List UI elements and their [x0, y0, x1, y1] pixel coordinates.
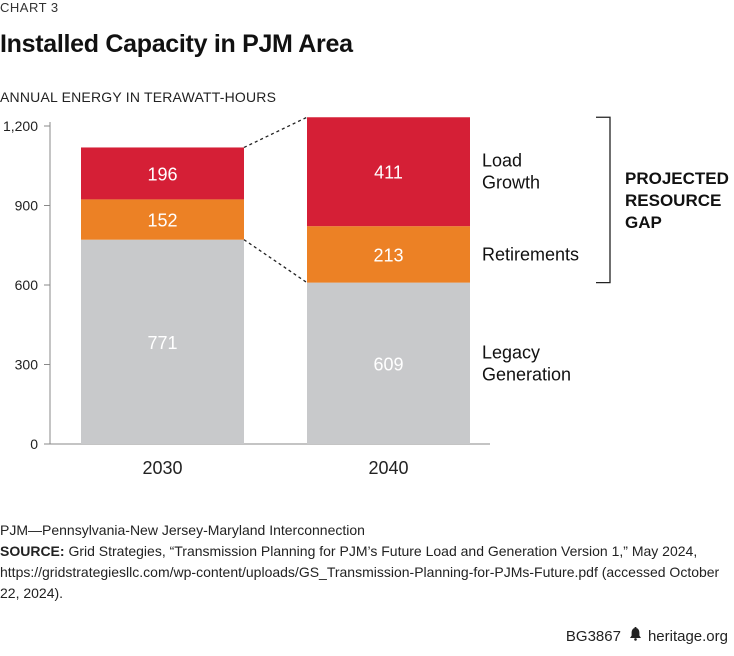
bar-value-label: 213 — [373, 245, 403, 265]
definition-note: PJM—Pennsylvania-New Jersey-Maryland Int… — [0, 522, 365, 538]
footer: BG3867 heritage.org — [566, 627, 728, 645]
bar-segment-retirements — [81, 199, 244, 240]
y-tick-label: 0 — [30, 436, 38, 452]
bar-value-label: 411 — [374, 163, 403, 183]
chart-number: CHART 3 — [0, 0, 59, 15]
bar-segment-legacy-generation — [307, 282, 470, 444]
bar-value-label: 196 — [147, 164, 177, 184]
x-tick-label: 2030 — [142, 458, 182, 478]
resource-gap-annotation: RESOURCE — [625, 191, 721, 210]
series-side-label: Load — [482, 151, 522, 171]
report-code: BG3867 — [565, 628, 621, 645]
bar-segment-load-growth — [81, 147, 244, 200]
bar-value-label: 609 — [373, 354, 403, 374]
resource-gap-annotation: PROJECTED — [625, 169, 729, 188]
bar-segment-retirements — [307, 226, 470, 283]
liberty-bell-icon — [629, 627, 642, 645]
y-tick-label: 900 — [15, 198, 39, 214]
y-axis-label: ANNUAL ENERGY IN TERAWATT-HOURS — [0, 89, 277, 105]
connector-dashed-line — [243, 239, 308, 284]
series-side-label: Growth — [482, 173, 540, 193]
resource-gap-bracket — [596, 116, 611, 284]
y-tick-label: 1,200 — [3, 118, 38, 134]
bar-value-label: 152 — [147, 211, 177, 231]
resource-gap-annotation: GAP — [625, 213, 662, 232]
heritage-link[interactable]: heritage.org — [647, 628, 728, 645]
chart-notes: PJM—Pennsylvania-New Jersey-Maryland Int… — [0, 520, 720, 604]
series-side-label: Generation — [482, 364, 571, 384]
y-tick-label: 300 — [15, 357, 39, 373]
source-note: SOURCE: Grid Strategies, “Transmission P… — [0, 541, 720, 604]
x-tick-label: 2040 — [368, 458, 408, 478]
bar-segment-load-growth — [307, 117, 470, 227]
bar-segment-legacy-generation — [81, 239, 244, 444]
connector-dashed-line — [243, 116, 308, 149]
bar-value-label: 771 — [147, 333, 177, 353]
source-text: Grid Strategies, “Transmission Planning … — [0, 543, 720, 601]
y-tick-label: 600 — [15, 277, 39, 293]
stacked-bar-chart: 0 300 600 900 1,200 771 152 196 2030 609 213 411 204… — [3, 116, 729, 478]
chart-title: Installed Capacity in PJM Area — [0, 30, 353, 58]
series-side-label: Retirements — [482, 244, 579, 264]
series-side-label: Legacy — [482, 342, 540, 362]
source-label: SOURCE: — [0, 543, 65, 559]
